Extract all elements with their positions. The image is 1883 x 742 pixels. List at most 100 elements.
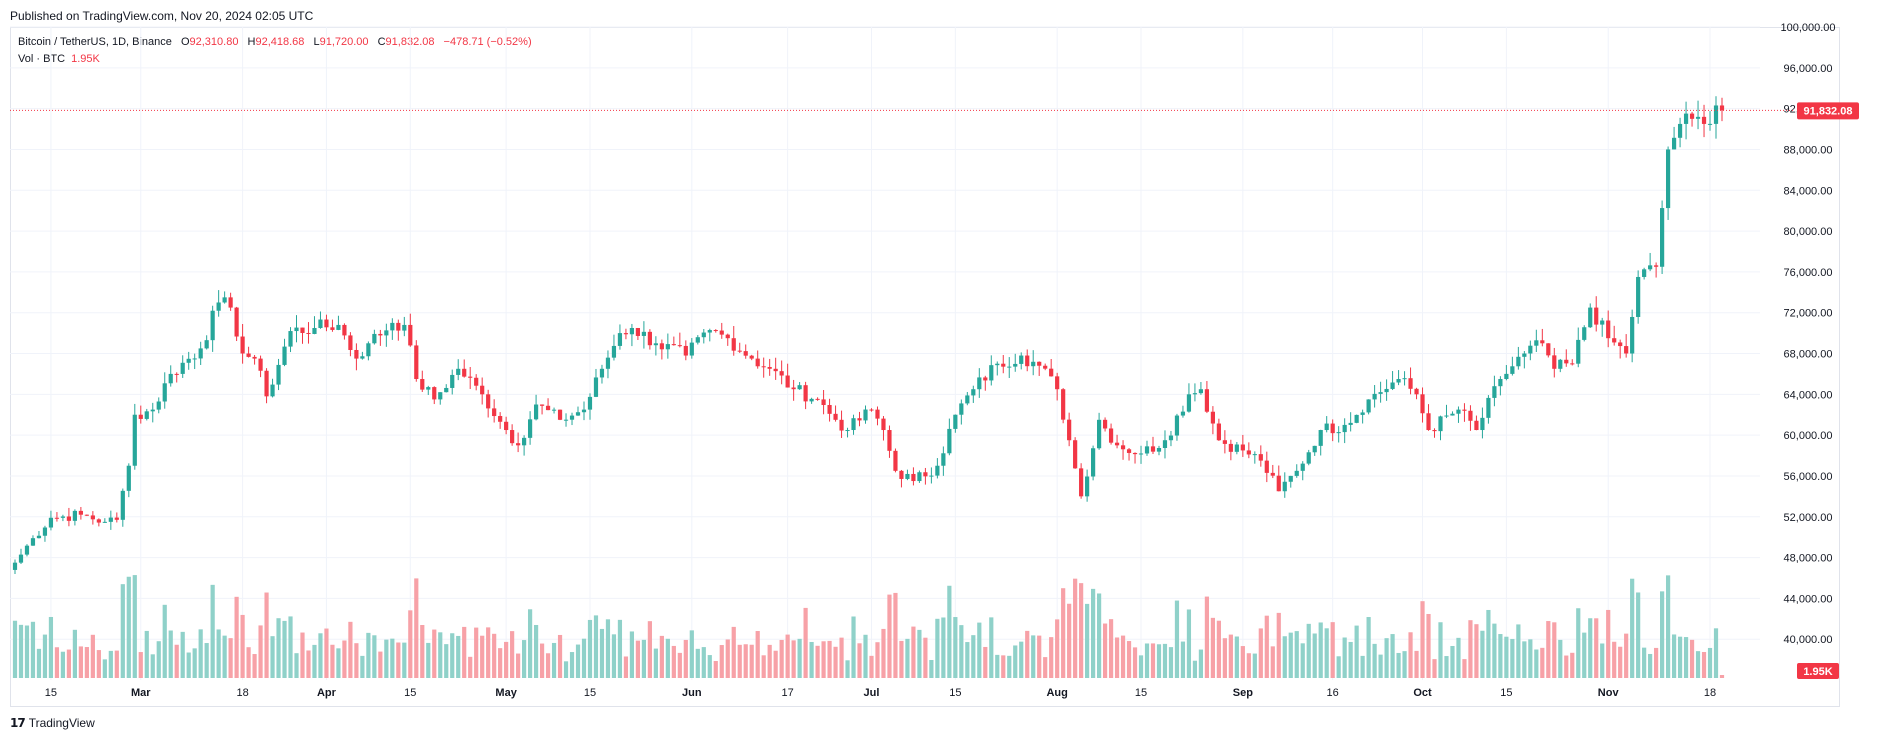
volume-bar [60, 651, 66, 678]
candle-body [809, 398, 814, 402]
candle-body [689, 342, 694, 356]
candle-body [510, 430, 515, 444]
volume-label[interactable]: Vol · BTC [18, 53, 66, 65]
candle-body [270, 384, 275, 397]
candle-body [378, 333, 383, 336]
volume-bar [48, 616, 54, 678]
candle-body [210, 310, 215, 341]
candle-body [881, 418, 886, 431]
volume-bar [1168, 647, 1174, 678]
volume-bar [671, 645, 676, 678]
volume-bar [1324, 628, 1329, 678]
candle-body [1654, 265, 1659, 267]
candle-body [192, 358, 197, 360]
volume-bar [827, 640, 832, 678]
volume-bar [516, 653, 521, 678]
volume-bar [539, 643, 545, 678]
volume-bar [42, 634, 48, 678]
candle-body [1486, 397, 1491, 418]
candle-body [821, 399, 826, 406]
volume-bar [653, 648, 658, 678]
volume-bar [563, 661, 569, 678]
candle-body [1689, 113, 1695, 119]
volume-bar [1660, 591, 1665, 678]
candle-body [1061, 389, 1066, 420]
candle-body [1719, 105, 1725, 111]
volume-bar [719, 645, 724, 678]
x-tick-label: 15 [949, 687, 961, 699]
candle-body [1492, 386, 1497, 398]
volume-bar [845, 660, 850, 678]
volume-bar [366, 632, 371, 678]
volume-bar [1492, 623, 1497, 678]
volume-bar [228, 638, 233, 678]
candle-body [372, 333, 377, 344]
volume-bar [510, 631, 515, 678]
candle-body [545, 405, 551, 411]
volume-bar [114, 650, 119, 678]
volume-bar [1468, 620, 1473, 678]
candle-body [1618, 342, 1623, 347]
volume-bar [1600, 643, 1605, 678]
tradingview-brand[interactable]: 𝟭𝟳 TradingView [10, 716, 95, 730]
volume-bar [569, 652, 575, 678]
candle-body [426, 387, 431, 390]
volume-bar [402, 642, 407, 678]
candle-body [1264, 460, 1269, 473]
candle-body [1252, 454, 1257, 456]
change-value: −478.71 (−0.52%) [443, 36, 532, 48]
volume-bar [605, 619, 611, 678]
volume-bar [1642, 647, 1647, 678]
x-tick-label: 15 [1135, 687, 1147, 699]
candle-body [1420, 394, 1425, 414]
brand-label: TradingView [28, 716, 95, 730]
candle-body [1049, 368, 1054, 377]
volume-bar [504, 641, 509, 678]
volume-bar [390, 638, 395, 678]
volume-bar [779, 639, 784, 678]
candle-body [1534, 340, 1539, 346]
volume-bar [1456, 637, 1461, 678]
volume-bar [66, 649, 72, 678]
volume-bar [767, 644, 772, 678]
volume-bar [1216, 620, 1221, 678]
volume-bar [1138, 655, 1144, 678]
volume-bar [1450, 645, 1455, 678]
volume-bar [1348, 641, 1353, 678]
candle-body [1522, 353, 1527, 357]
volume-bar [156, 641, 161, 678]
candle-body [336, 324, 341, 330]
volume-bar [749, 644, 754, 678]
candle-body [1354, 414, 1359, 423]
volume-bar [216, 629, 221, 678]
volume-bar [971, 635, 976, 678]
candle-body [1043, 365, 1048, 369]
candle-body [1198, 389, 1204, 394]
candle-body [1234, 444, 1239, 452]
candle-body [629, 327, 635, 335]
volume-bar [557, 634, 563, 678]
volume-bar [1162, 643, 1168, 678]
candle-body [1222, 440, 1227, 444]
volume-bar [1085, 603, 1090, 678]
volume-bar [252, 654, 257, 678]
volume-bar [755, 631, 760, 678]
volume-bar [12, 620, 18, 678]
candle-body [486, 394, 491, 409]
candle-body [1456, 409, 1461, 414]
volume-bar [420, 624, 425, 678]
candle-body [1210, 411, 1215, 424]
candle-body [587, 396, 593, 410]
candle-body [1294, 470, 1299, 476]
last-price-label: 91,832.08 [1804, 105, 1853, 117]
volume-bar [1570, 652, 1575, 678]
candle-body [126, 465, 131, 491]
volume-bar [947, 585, 952, 678]
candle-body [839, 419, 844, 431]
volume-bar [1001, 655, 1006, 678]
symbol-label[interactable]: Bitcoin / TetherUS, 1D, Binance [18, 36, 172, 48]
volume-bar [533, 624, 539, 678]
candle-body [1258, 454, 1263, 461]
